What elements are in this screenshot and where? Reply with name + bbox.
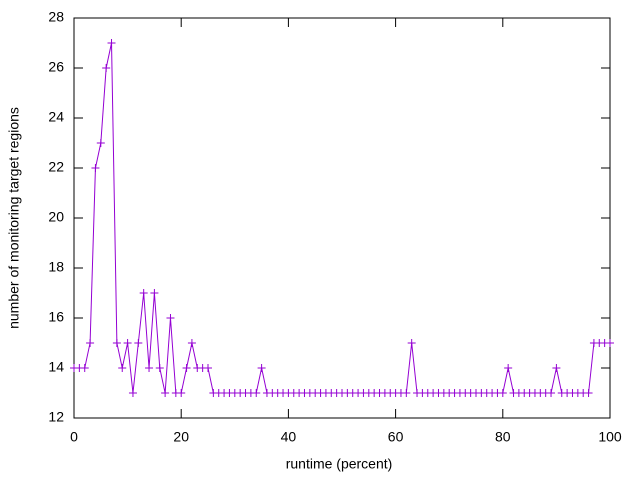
- y-tick-label: 24: [48, 109, 64, 125]
- y-tick-label: 20: [48, 209, 64, 225]
- data-point: [128, 389, 137, 397]
- data-point: [177, 389, 186, 397]
- x-tick-label: 20: [173, 429, 189, 445]
- data-point: [161, 389, 170, 397]
- data-point: [498, 389, 507, 397]
- data-point: [166, 314, 175, 322]
- data-point: [402, 389, 411, 397]
- x-tick-label: 0: [70, 429, 78, 445]
- data-point: [252, 389, 261, 397]
- data-point: [204, 364, 212, 372]
- y-tick-label: 12: [48, 409, 64, 425]
- data-point: [134, 339, 143, 347]
- data-point: [145, 364, 154, 372]
- data-point: [182, 364, 191, 372]
- data-line: [74, 42, 610, 394]
- data-point: [102, 64, 111, 72]
- x-tick-label: 80: [495, 429, 511, 445]
- y-tick-label: 18: [48, 259, 64, 275]
- data-point: [606, 339, 614, 347]
- data-point: [547, 389, 556, 397]
- y-tick-label: 14: [48, 359, 64, 375]
- y-axis-label: number of monitoring target regions: [6, 107, 22, 329]
- x-axis-label: runtime (percent): [286, 456, 393, 472]
- y-tick-label: 16: [48, 309, 64, 325]
- data-point: [118, 364, 127, 372]
- plot-border: [73, 17, 611, 419]
- data-point: [584, 389, 593, 397]
- y-tick-label: 28: [48, 9, 64, 25]
- data-point: [107, 39, 116, 47]
- y-tick-label: 26: [48, 59, 64, 75]
- data-point: [96, 139, 105, 147]
- data-point: [91, 164, 100, 172]
- data-point: [86, 339, 95, 347]
- x-tick-label: 100: [598, 429, 622, 445]
- data-point: [123, 339, 132, 347]
- data-point: [139, 289, 148, 297]
- data-point: [155, 364, 164, 372]
- data-point: [257, 364, 266, 372]
- data-point: [112, 339, 121, 347]
- data-point: [504, 364, 513, 372]
- y-tick-label: 22: [48, 159, 64, 175]
- data-point: [150, 289, 159, 297]
- x-tick-label: 60: [388, 429, 404, 445]
- x-tick-label: 40: [281, 429, 297, 445]
- data-point: [552, 364, 561, 372]
- data-point: [80, 364, 89, 372]
- data-point: [407, 339, 416, 347]
- data-point: [187, 339, 196, 347]
